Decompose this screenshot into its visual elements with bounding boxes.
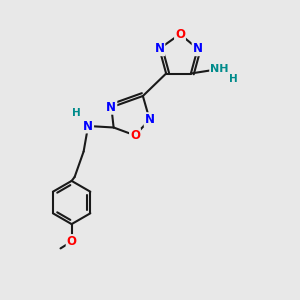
- Text: N: N: [83, 119, 93, 133]
- Text: O: O: [175, 28, 185, 40]
- Text: N: N: [193, 42, 202, 55]
- Text: N: N: [154, 42, 164, 55]
- Text: N: N: [106, 101, 116, 114]
- Text: H: H: [230, 74, 238, 84]
- Text: N: N: [145, 113, 154, 126]
- Text: NH: NH: [210, 64, 229, 74]
- Text: H: H: [72, 108, 81, 118]
- Text: O: O: [130, 129, 140, 142]
- Text: O: O: [67, 235, 76, 248]
